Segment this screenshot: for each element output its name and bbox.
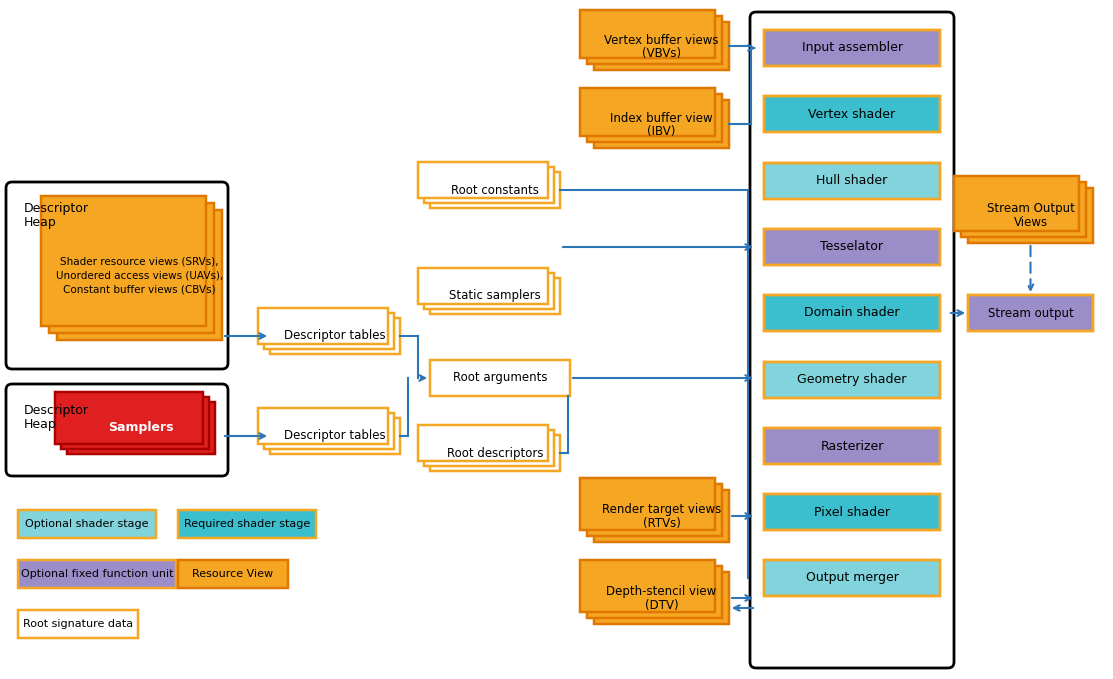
FancyBboxPatch shape xyxy=(270,418,400,454)
FancyBboxPatch shape xyxy=(580,560,715,612)
FancyBboxPatch shape xyxy=(954,176,1078,231)
Text: Render target views: Render target views xyxy=(602,502,721,515)
Text: Vertex shader: Vertex shader xyxy=(808,107,896,120)
Text: Pixel shader: Pixel shader xyxy=(814,505,890,519)
Text: Index buffer view: Index buffer view xyxy=(610,111,712,124)
Text: Optional fixed function unit: Optional fixed function unit xyxy=(21,569,174,579)
Text: Rasterizer: Rasterizer xyxy=(820,439,884,452)
FancyBboxPatch shape xyxy=(18,610,138,638)
FancyBboxPatch shape xyxy=(418,162,548,198)
FancyBboxPatch shape xyxy=(587,16,722,64)
FancyBboxPatch shape xyxy=(424,430,554,466)
FancyBboxPatch shape xyxy=(968,295,1093,331)
Text: Root constants: Root constants xyxy=(451,183,539,196)
FancyBboxPatch shape xyxy=(61,397,209,449)
FancyBboxPatch shape xyxy=(764,295,940,331)
Text: (DTV): (DTV) xyxy=(644,600,678,612)
FancyBboxPatch shape xyxy=(424,273,554,309)
FancyBboxPatch shape xyxy=(594,490,729,542)
FancyBboxPatch shape xyxy=(764,560,940,596)
FancyBboxPatch shape xyxy=(6,384,228,476)
FancyBboxPatch shape xyxy=(258,408,388,444)
Text: Root descriptors: Root descriptors xyxy=(446,447,543,460)
Text: Unordered access views (UAVs),: Unordered access views (UAVs), xyxy=(56,270,224,280)
FancyBboxPatch shape xyxy=(764,229,940,265)
Text: Geometry shader: Geometry shader xyxy=(797,373,907,386)
FancyBboxPatch shape xyxy=(764,362,940,398)
FancyBboxPatch shape xyxy=(750,12,954,668)
Text: Depth-stencil view: Depth-stencil view xyxy=(607,585,717,598)
Text: Tesselator: Tesselator xyxy=(820,240,884,253)
Text: Stream output: Stream output xyxy=(987,306,1073,320)
Text: Hull shader: Hull shader xyxy=(816,175,888,187)
FancyBboxPatch shape xyxy=(961,182,1086,237)
FancyBboxPatch shape xyxy=(430,435,560,471)
Text: Domain shader: Domain shader xyxy=(805,306,899,320)
FancyBboxPatch shape xyxy=(580,10,715,58)
FancyBboxPatch shape xyxy=(178,510,316,538)
Text: Input assembler: Input assembler xyxy=(801,41,903,54)
FancyBboxPatch shape xyxy=(41,196,206,326)
Text: (RTVs): (RTVs) xyxy=(642,517,680,530)
FancyBboxPatch shape xyxy=(594,100,729,148)
FancyBboxPatch shape xyxy=(18,560,176,588)
FancyBboxPatch shape xyxy=(418,268,548,304)
FancyBboxPatch shape xyxy=(430,360,570,396)
Text: Output merger: Output merger xyxy=(806,572,898,585)
Text: Descriptor: Descriptor xyxy=(24,202,89,215)
FancyBboxPatch shape xyxy=(587,566,722,618)
Text: (VBVs): (VBVs) xyxy=(642,46,681,60)
FancyBboxPatch shape xyxy=(580,478,715,530)
FancyBboxPatch shape xyxy=(594,572,729,624)
Text: Root arguments: Root arguments xyxy=(453,371,548,384)
FancyBboxPatch shape xyxy=(594,22,729,70)
Text: Shader resource views (SRVs),: Shader resource views (SRVs), xyxy=(60,256,219,266)
Text: Views: Views xyxy=(1014,216,1047,229)
Text: Heap: Heap xyxy=(24,216,57,229)
FancyBboxPatch shape xyxy=(764,428,940,464)
Text: Optional shader stage: Optional shader stage xyxy=(26,519,149,529)
FancyBboxPatch shape xyxy=(6,182,228,369)
Text: Descriptor tables: Descriptor tables xyxy=(284,329,386,342)
FancyBboxPatch shape xyxy=(264,313,394,349)
FancyBboxPatch shape xyxy=(764,494,940,530)
Text: Samplers: Samplers xyxy=(108,422,174,435)
FancyBboxPatch shape xyxy=(430,172,560,208)
FancyBboxPatch shape xyxy=(67,402,215,454)
FancyBboxPatch shape xyxy=(580,88,715,136)
Text: Stream Output: Stream Output xyxy=(986,202,1074,215)
Text: Descriptor: Descriptor xyxy=(24,404,89,417)
FancyBboxPatch shape xyxy=(57,210,221,340)
FancyBboxPatch shape xyxy=(587,484,722,536)
Text: Heap: Heap xyxy=(24,418,57,431)
FancyBboxPatch shape xyxy=(430,278,560,314)
FancyBboxPatch shape xyxy=(258,308,388,344)
Text: Constant buffer views (CBVs): Constant buffer views (CBVs) xyxy=(63,284,216,294)
FancyBboxPatch shape xyxy=(55,392,203,444)
Text: Required shader stage: Required shader stage xyxy=(184,519,311,529)
Text: Resource View: Resource View xyxy=(193,569,274,579)
FancyBboxPatch shape xyxy=(587,94,722,142)
Text: Vertex buffer views: Vertex buffer views xyxy=(604,33,719,46)
Text: (IBV): (IBV) xyxy=(648,124,676,138)
FancyBboxPatch shape xyxy=(49,203,214,333)
Text: Root signature data: Root signature data xyxy=(23,619,134,629)
FancyBboxPatch shape xyxy=(764,30,940,66)
FancyBboxPatch shape xyxy=(764,96,940,132)
FancyBboxPatch shape xyxy=(178,560,288,588)
FancyBboxPatch shape xyxy=(264,413,394,449)
FancyBboxPatch shape xyxy=(424,167,554,203)
Text: Static samplers: Static samplers xyxy=(450,289,541,303)
FancyBboxPatch shape xyxy=(764,163,940,199)
Text: Descriptor tables: Descriptor tables xyxy=(284,430,386,443)
FancyBboxPatch shape xyxy=(968,188,1093,243)
FancyBboxPatch shape xyxy=(418,425,548,461)
FancyBboxPatch shape xyxy=(270,318,400,354)
FancyBboxPatch shape xyxy=(18,510,156,538)
